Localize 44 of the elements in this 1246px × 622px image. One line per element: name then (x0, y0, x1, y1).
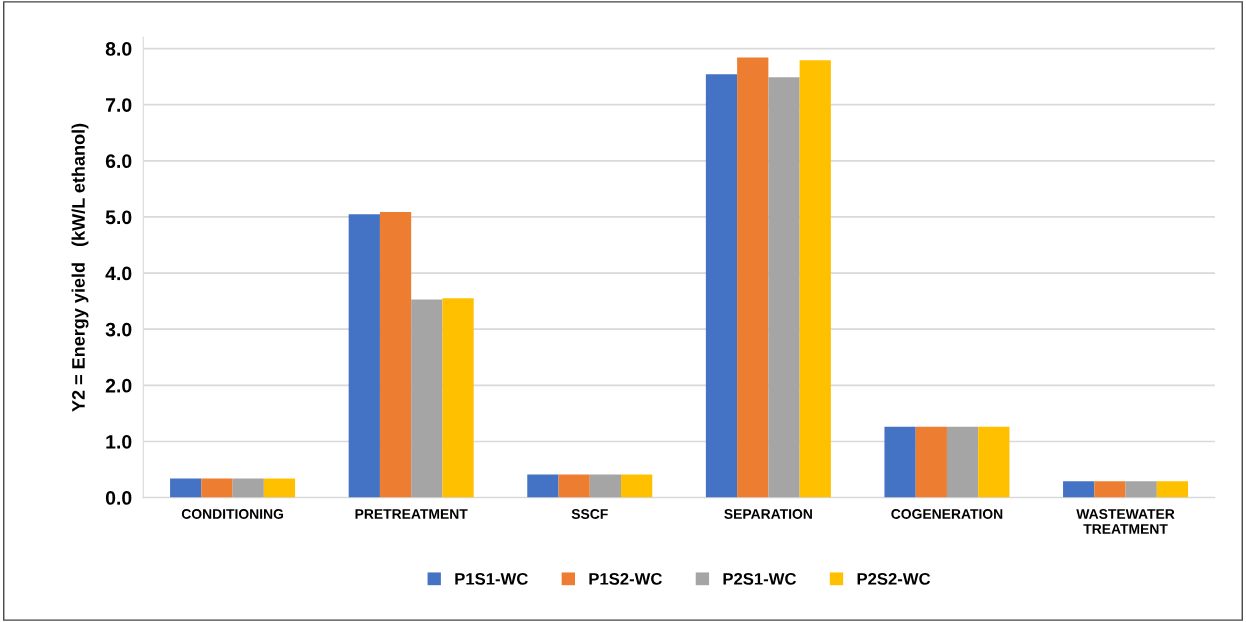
bar (1063, 481, 1095, 498)
bar (915, 426, 947, 498)
bar (527, 474, 559, 498)
y-tick-label: 4.0 (105, 266, 132, 281)
x-tick-label: SSCF (571, 509, 608, 519)
bar (768, 77, 800, 498)
x-tick-label: COGENERATION (891, 509, 1003, 519)
y-tick-label: 2.0 (105, 378, 132, 393)
bar (705, 74, 738, 498)
bar (1094, 481, 1126, 498)
bar (1125, 481, 1157, 498)
legend-label: P1S1-WC (455, 572, 528, 585)
bar (232, 478, 264, 498)
y-tick-label: 8.0 (105, 42, 132, 56)
bar (978, 426, 1010, 498)
legend-label: P2S2-WC (857, 572, 931, 585)
bar (379, 211, 412, 498)
y-tick-label: 3.0 (105, 322, 132, 337)
bar (884, 426, 916, 498)
bar (589, 474, 622, 498)
legend-label: P2S1-WC (723, 572, 797, 585)
bar (263, 478, 296, 498)
y-tick-label: 5.0 (105, 210, 132, 225)
bar (411, 299, 443, 498)
bar (946, 426, 979, 498)
bar (799, 60, 831, 498)
bar (558, 474, 590, 498)
x-tick-label: CONDITIONING (181, 509, 284, 519)
bar (348, 214, 380, 498)
y-tick-label: 0.0 (105, 491, 132, 505)
bar (170, 478, 202, 498)
y-tick-label: 1.0 (106, 434, 132, 449)
legend-label: P1S2-WC (589, 572, 662, 585)
bar (201, 478, 233, 498)
bar (442, 298, 474, 498)
bar (1156, 481, 1189, 498)
y-tick-label: 6.0 (105, 154, 132, 169)
bar (737, 57, 769, 498)
bar (621, 474, 653, 498)
y-tick-label: 7.0 (105, 98, 132, 112)
x-tick-label: SEPARATION (724, 509, 812, 519)
x-tick-label: PRETREATMENT (355, 509, 468, 519)
x-tick-label: WASTEWATER TREATMENT (1076, 509, 1175, 534)
y-axis-title: Y2 = Energy yield (kW/L ethanol) (71, 123, 89, 412)
